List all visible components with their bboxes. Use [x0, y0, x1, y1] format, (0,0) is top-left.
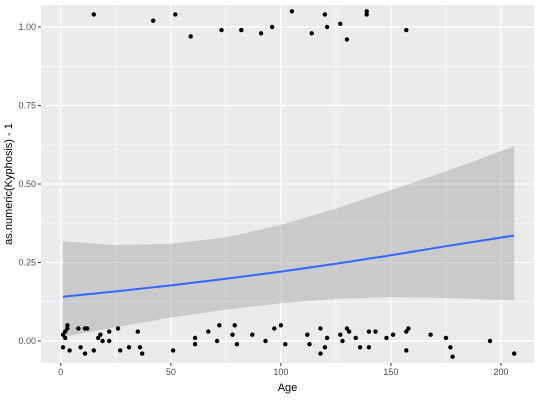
data-point: [364, 12, 369, 17]
data-point: [307, 342, 312, 347]
data-point: [170, 348, 176, 353]
data-point: [214, 338, 220, 344]
data-point: [278, 323, 284, 328]
data-point: [443, 335, 449, 341]
data-point: [258, 31, 264, 36]
data-point: [487, 338, 493, 344]
data-point: [78, 345, 83, 350]
data-point: [60, 332, 66, 337]
data-point: [250, 332, 255, 337]
data-point: [322, 12, 328, 17]
y-tick-label: 0.75: [18, 100, 36, 110]
x-tick-label: 200: [493, 367, 508, 377]
data-point: [357, 345, 363, 350]
data-point: [324, 335, 330, 341]
x-tick-label: 50: [166, 367, 176, 377]
smooth-line: [62, 234, 515, 298]
x-axis-title: Age: [278, 382, 298, 394]
data-point: [346, 329, 352, 334]
x-tick-label: 100: [273, 367, 288, 377]
data-point: [192, 335, 198, 341]
data-point: [98, 332, 103, 337]
data-point: [82, 351, 88, 356]
data-point: [115, 326, 121, 331]
data-point: [107, 338, 112, 344]
y-tick-label: 0.00: [18, 336, 36, 346]
data-point: [126, 345, 132, 350]
confidence-ribbon: [63, 146, 515, 337]
data-point: [65, 326, 70, 331]
y-axis: 0.00 0.25 0.50 0.75 1.00: [18, 22, 41, 346]
data-point: [344, 326, 350, 331]
x-axis: 0 50 100 150 200: [58, 363, 509, 377]
data-point: [151, 18, 156, 23]
data-point: [60, 345, 66, 350]
data-point: [404, 27, 409, 33]
data-point: [390, 332, 396, 337]
data-point: [62, 335, 68, 341]
data-point: [366, 345, 372, 350]
data-point: [188, 34, 193, 39]
data-point: [76, 326, 81, 331]
data-point: [283, 342, 288, 347]
data-point: [91, 12, 97, 17]
data-point: [234, 342, 240, 347]
data-point: [450, 354, 455, 359]
data-point: [67, 348, 72, 353]
data-point: [206, 329, 211, 334]
data-point: [232, 323, 237, 328]
data-point: [100, 338, 105, 344]
data-point: [344, 37, 350, 42]
data-point: [404, 348, 409, 353]
data-point: [305, 332, 310, 337]
data-point: [324, 24, 330, 30]
data-point: [373, 329, 378, 334]
data-point: [192, 342, 198, 347]
data-point: [340, 338, 345, 344]
data-point: [173, 12, 178, 17]
data-point: [91, 348, 97, 353]
data-point: [428, 332, 433, 337]
y-axis-title: as.numeric(Kyphosis) - 1: [3, 123, 15, 245]
data-point: [269, 24, 275, 30]
data-point: [364, 9, 369, 14]
y-tick-label: 0.50: [18, 179, 36, 189]
data-point: [512, 351, 517, 356]
data-point: [322, 345, 328, 350]
data-point: [62, 329, 68, 334]
data-point: [309, 31, 314, 36]
data-point: [366, 329, 372, 334]
data-point: [448, 345, 453, 350]
data-point: [289, 9, 295, 14]
data-point: [96, 335, 101, 341]
data-point: [239, 27, 244, 33]
data-point: [338, 21, 343, 26]
data-point: [85, 326, 90, 331]
data-point: [217, 323, 222, 328]
data-point: [318, 351, 323, 356]
data-points: [60, 9, 517, 359]
data-point: [318, 326, 323, 331]
data-point: [65, 323, 70, 328]
data-point: [263, 338, 268, 344]
data-point: [230, 332, 235, 337]
y-tick-label: 1.00: [18, 22, 36, 32]
y-tick-label: 0.25: [18, 258, 36, 268]
data-point: [272, 326, 277, 331]
data-point: [140, 351, 145, 356]
data-point: [384, 335, 389, 341]
data-point: [353, 335, 358, 341]
data-point: [404, 329, 409, 334]
data-point: [137, 345, 143, 350]
x-tick-label: 0: [58, 367, 63, 377]
x-tick-label: 150: [383, 367, 398, 377]
data-point: [338, 332, 343, 337]
data-point: [135, 329, 140, 334]
data-point: [406, 326, 411, 331]
major-gridlines: [41, 5, 534, 363]
data-point: [118, 348, 123, 353]
data-point: [107, 329, 112, 334]
data-point: [219, 27, 224, 33]
